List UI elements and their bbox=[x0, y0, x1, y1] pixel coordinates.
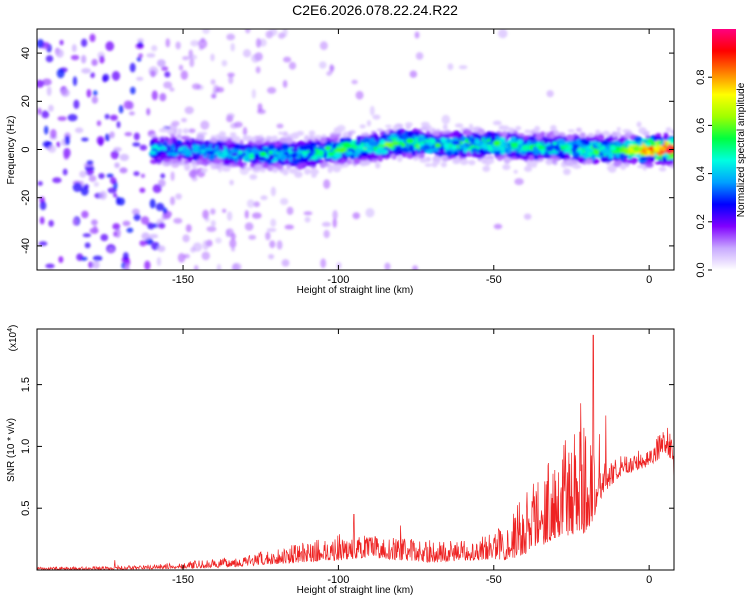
heatmap-x-tick-label: 0 bbox=[646, 274, 652, 286]
heatmap-y-axis-label: Frequency (Hz) bbox=[6, 116, 17, 185]
snr-y-tick-label: 1.5 bbox=[20, 377, 32, 392]
heatmap-cells bbox=[37, 29, 674, 270]
colorbar-label: Normalized spectral amplitude bbox=[736, 82, 747, 217]
heatmap-y-ticks: -40 -20 0 20 40 bbox=[20, 47, 674, 254]
colorbar-gradient bbox=[712, 29, 736, 270]
snr-x-tick-label: -50 bbox=[486, 574, 502, 586]
snr-y-multiplier: (x104) bbox=[7, 325, 19, 352]
heatmap-panel: -150 -100 -50 0 -40 -20 0 20 40 Height of strai… bbox=[6, 28, 675, 296]
colorbar-tick-label: 0.8 bbox=[695, 70, 707, 85]
snr-x-tick-label: -150 bbox=[172, 574, 194, 586]
snr-y-axis-label: SNR (10 * v/v) bbox=[6, 418, 17, 482]
heatmap-x-tick-label: -100 bbox=[327, 274, 349, 286]
colorbar-tick-label: 0.6 bbox=[695, 118, 707, 133]
snr-x-tick-label: 0 bbox=[646, 574, 652, 586]
colorbar-tick-label: 0.4 bbox=[695, 166, 707, 181]
colorbar-tick-label: 0.2 bbox=[695, 214, 707, 229]
heatmap-x-axis-label: Height of straight line (km) bbox=[297, 285, 414, 296]
heatmap-x-tick-label: -150 bbox=[172, 274, 194, 286]
snr-panel: -150 -100 -50 0 0.5 1.0 1.5 Height of straigh… bbox=[6, 325, 675, 596]
snr-y-ticks: 0.5 1.0 1.5 bbox=[20, 377, 674, 516]
snr-x-tick-label: -100 bbox=[327, 574, 349, 586]
snr-frame bbox=[36, 328, 675, 571]
snr-x-ticks: -150 -100 -50 0 bbox=[172, 329, 652, 586]
figure-title: C2E6.2026.078.22.24.R22 bbox=[292, 2, 458, 18]
snr-y-tick-label: 1.0 bbox=[20, 439, 32, 454]
heatmap-y-tick-label: -40 bbox=[20, 238, 32, 254]
heatmap-x-tick-label: -50 bbox=[486, 274, 502, 286]
heatmap-y-tick-label: 40 bbox=[20, 47, 32, 59]
colorbar-ticks: 0.0 0.2 0.4 0.6 0.8 bbox=[695, 70, 712, 278]
heatmap-y-tick-label: -20 bbox=[20, 190, 32, 206]
colorbar-tick-label: 0.0 bbox=[695, 262, 707, 277]
snr-x-axis-label: Height of straight line (km) bbox=[297, 585, 414, 596]
snr-y-tick-label: 0.5 bbox=[20, 501, 32, 516]
colorbar: 0.0 0.2 0.4 0.6 0.8 Normalized spectral ampl… bbox=[695, 29, 747, 278]
heatmap-x-ticks: -150 -100 -50 0 bbox=[172, 29, 652, 286]
heatmap-y-tick-label: 0 bbox=[20, 146, 32, 152]
heatmap-y-tick-label: 20 bbox=[20, 95, 32, 107]
snr-series-line bbox=[37, 334, 674, 570]
